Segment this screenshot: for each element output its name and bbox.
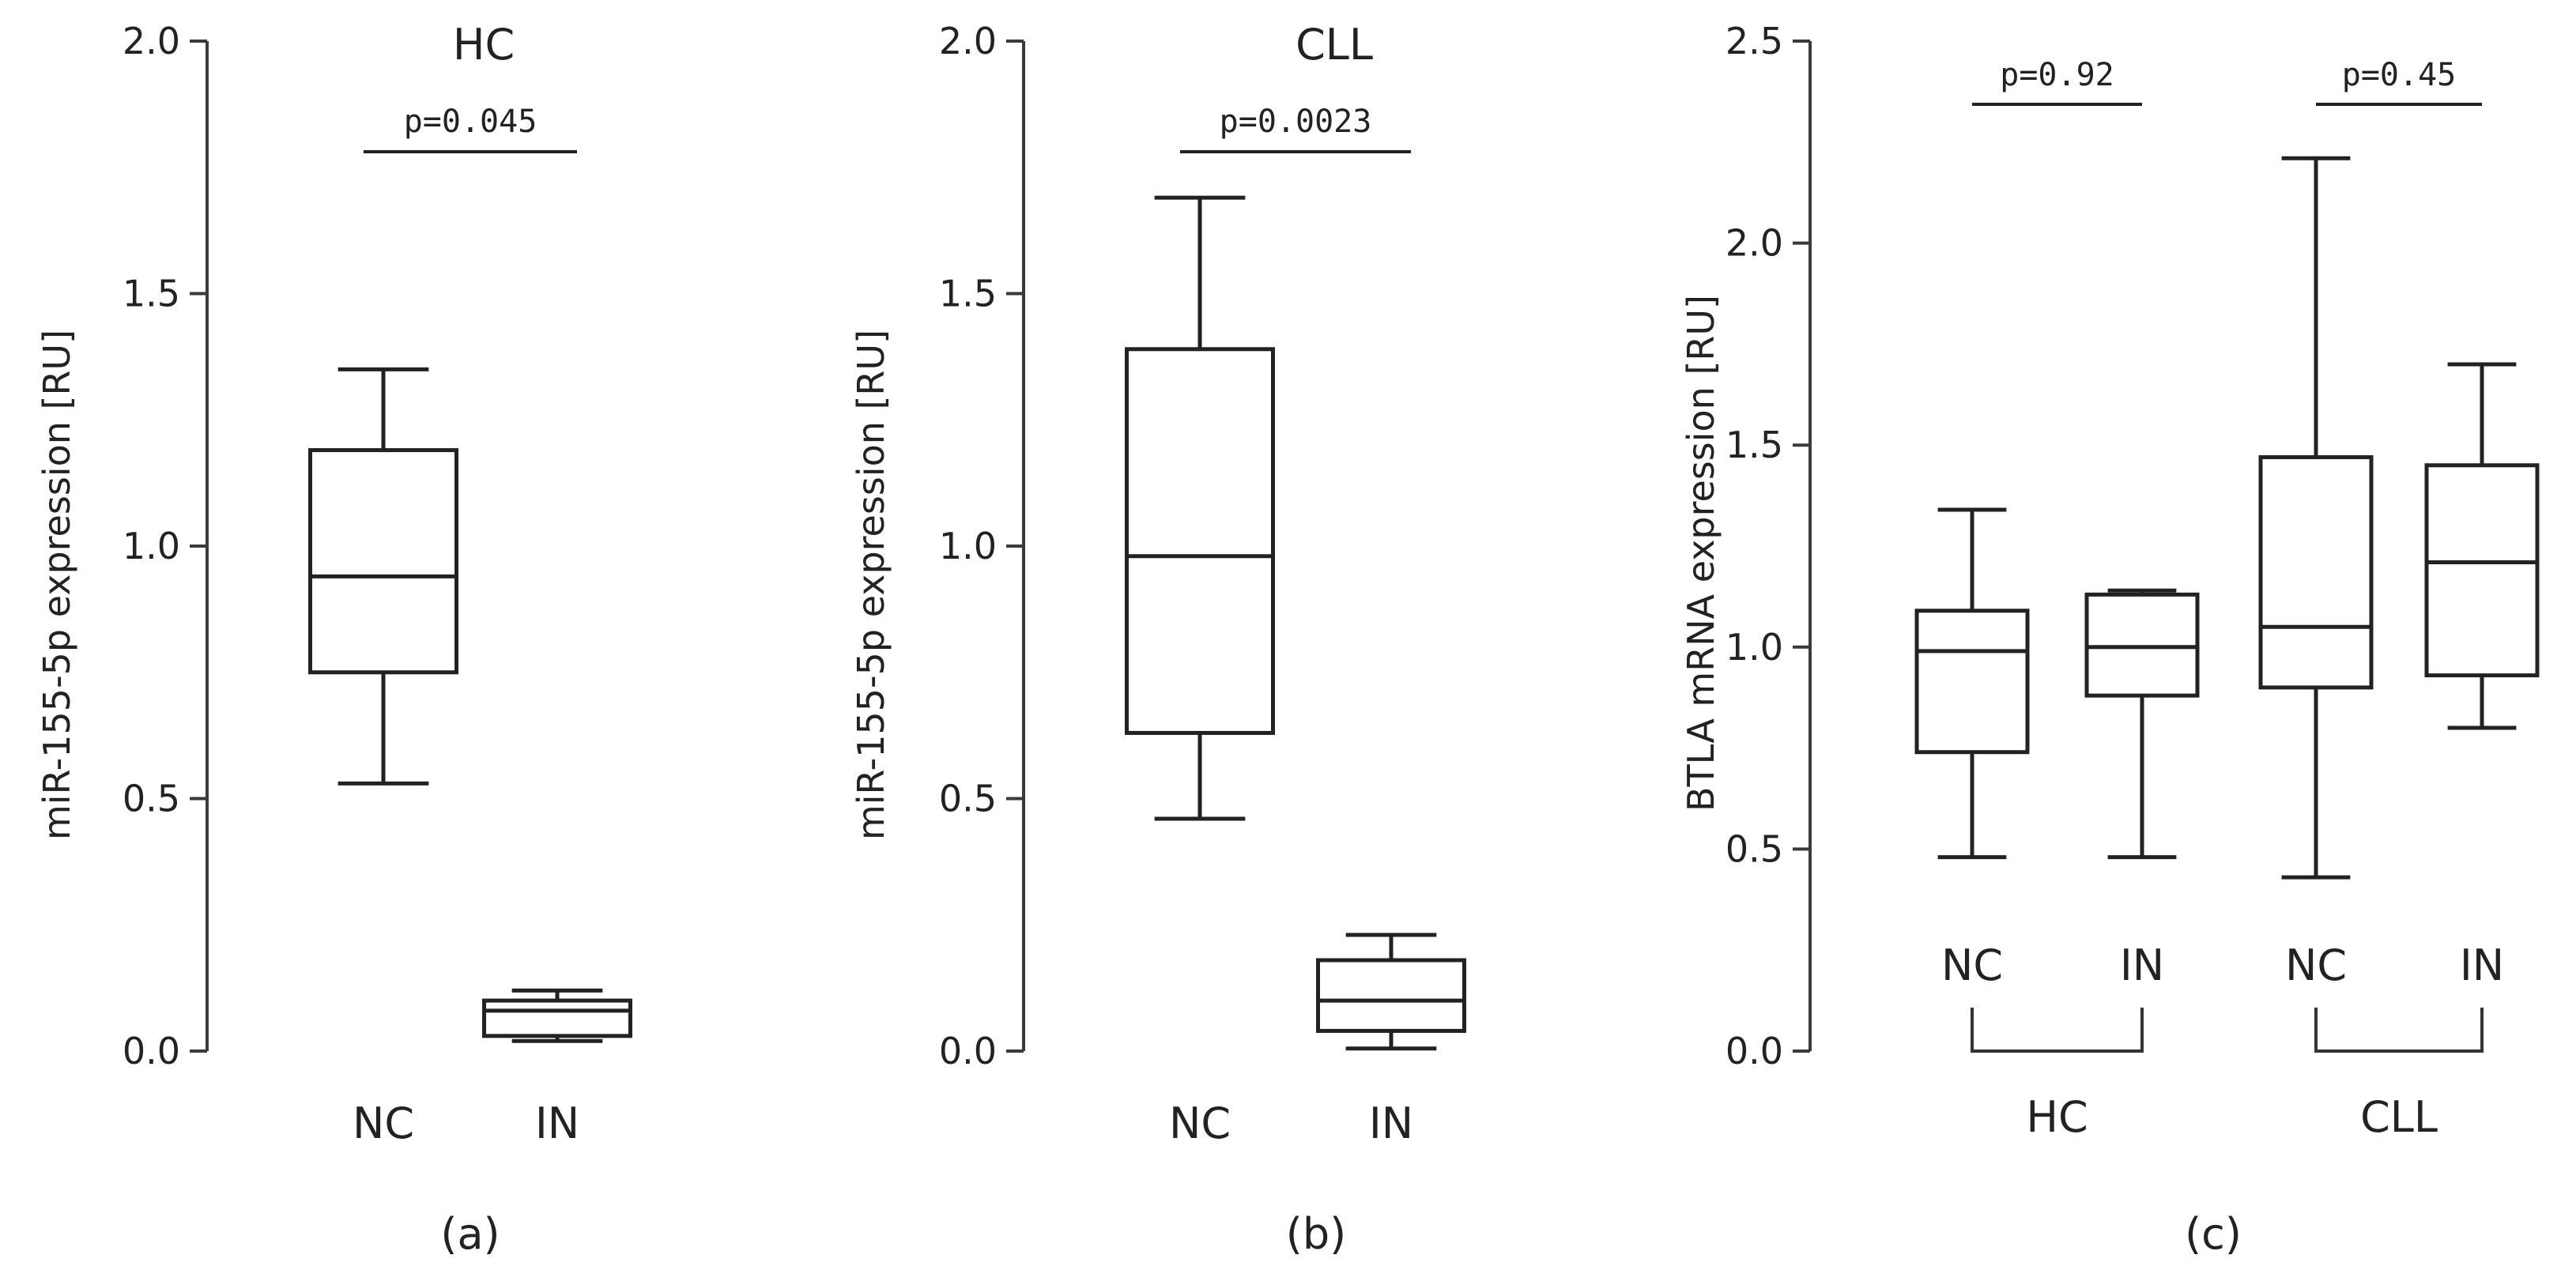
category-label: NC	[1169, 1098, 1231, 1148]
iqr-box	[1914, 609, 2030, 755]
p-value-label: p=0.45	[2342, 57, 2457, 93]
y-tick-label: 1.5	[1726, 424, 1783, 466]
y-tick-label: 0.5	[939, 778, 997, 820]
panel-a: 0.0 0.5 1.0 1.5 2.0 miR-155-5p expression [RU…	[36, 20, 632, 1259]
box-nc: NC	[308, 367, 458, 1148]
y-tick-label: 0.0	[123, 1030, 180, 1072]
y-tick-label: 0.5	[123, 778, 180, 820]
panel-title: HC	[453, 20, 515, 70]
panel-c: 0.0 0.5 1.0 1.5 2.0 2.5 BTLA mRNA expression […	[1680, 20, 2540, 1259]
group-label: CLL	[2360, 1092, 2438, 1142]
y-tick-label: 0.0	[1726, 1030, 1783, 1072]
group-label: HC	[2026, 1092, 2088, 1142]
y-tick-label: 1.0	[939, 525, 997, 567]
category-label: IN	[2120, 940, 2164, 990]
iqr-box	[2258, 455, 2374, 690]
iqr-box	[308, 448, 458, 675]
y-tick-label: 2.5	[1726, 20, 1783, 62]
p-value-label: p=0.92	[2000, 57, 2114, 93]
y-tick-label: 2.0	[939, 20, 997, 62]
y-tick-label: 1.0	[1726, 626, 1783, 669]
iqr-box	[2084, 592, 2200, 698]
y-tick-label: 1.0	[123, 525, 180, 567]
panel-label: (c)	[2185, 1209, 2242, 1259]
category-label: NC	[353, 1098, 414, 1148]
category-label: IN	[535, 1098, 579, 1148]
category-label: IN	[1369, 1098, 1413, 1148]
category-label: NC	[1941, 940, 2003, 990]
box-in: IN	[2084, 588, 2200, 990]
box-in: IN	[482, 988, 632, 1148]
iqr-box	[1316, 958, 1466, 1033]
iqr-box	[482, 998, 632, 1038]
iqr-box	[2424, 463, 2540, 678]
box-in: IN	[1316, 933, 1466, 1148]
panel-title: CLL	[1296, 20, 1373, 70]
box-nc: NC	[2258, 156, 2374, 990]
y-axis-label: miR-155-5p expression [RU]	[36, 330, 78, 840]
group-bracket	[2314, 1008, 2484, 1053]
y-tick-label: 1.5	[939, 273, 997, 315]
group-bracket	[1971, 1008, 2144, 1053]
y-tick-label: 0.0	[939, 1030, 997, 1072]
y-tick-label: 0.5	[1726, 827, 1783, 870]
panel-label: (a)	[440, 1209, 500, 1259]
p-value-label: p=0.045	[404, 104, 537, 140]
category-label: NC	[2285, 940, 2347, 990]
box-in: IN	[2424, 362, 2540, 990]
y-tick-label: 2.0	[123, 20, 180, 62]
box-nc: NC	[1914, 507, 2030, 990]
y-tick-label: 2.0	[1726, 222, 1783, 265]
iqr-box	[1125, 347, 1275, 735]
box-nc: NC	[1125, 195, 1275, 1148]
y-axis-label: BTLA mRNA expression [RU]	[1680, 295, 1722, 812]
panel-b: 0.0 0.5 1.0 1.5 2.0 miR-155-5p expression [RU…	[850, 20, 1466, 1259]
y-tick-label: 1.5	[123, 273, 180, 315]
panel-label: (b)	[1286, 1209, 1346, 1259]
category-label: IN	[2460, 940, 2504, 990]
y-axis-label: miR-155-5p expression [RU]	[850, 330, 892, 840]
p-value-label: p=0.0023	[1220, 104, 1372, 140]
